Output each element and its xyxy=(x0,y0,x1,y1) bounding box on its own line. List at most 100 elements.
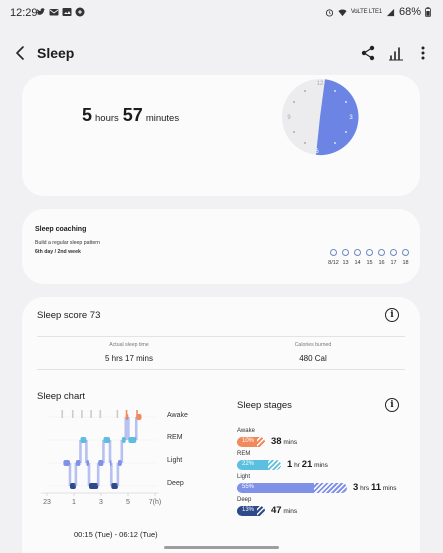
clock-tick xyxy=(293,131,295,133)
chart-awake-tick xyxy=(99,410,102,418)
sleep-stages-title: Sleep stages xyxy=(237,400,292,411)
chart-stage-segment xyxy=(111,483,118,489)
stage-duration: 1 hr 21 mins xyxy=(287,459,328,470)
stage-unit-primary: hr xyxy=(294,462,300,469)
sleep-stage-row[interactable]: REM 22% 1 hr 21 mins xyxy=(237,451,407,470)
chart-x-tick-label: 7(h) xyxy=(149,499,161,506)
actual-sleep-metric: Actual sleep time 5 hrs 17 mins xyxy=(37,342,221,363)
clock-tick xyxy=(304,90,306,92)
stage-bar: 10% xyxy=(237,436,265,447)
chart-awake-tick xyxy=(125,410,128,418)
stats-icon[interactable] xyxy=(388,44,404,62)
chart-awake-tick xyxy=(136,410,138,418)
page-title: Sleep xyxy=(37,45,75,61)
calories-value: 480 Cal xyxy=(299,354,327,363)
home-indicator[interactable] xyxy=(164,546,279,549)
battery-icon xyxy=(425,7,431,17)
stage-value-primary: 47 xyxy=(271,505,282,516)
clock-tick xyxy=(345,131,347,133)
stage-value-primary: 1 xyxy=(287,459,293,470)
chart-awake-tick xyxy=(90,410,92,418)
sleep-stage-row[interactable]: Awake 10% 38 mins xyxy=(237,428,407,447)
clock-label-6: 6 xyxy=(315,149,319,155)
stage-percent: 22% xyxy=(242,461,255,467)
calories-label: Calories burned xyxy=(294,342,332,348)
stage-value-primary: 38 xyxy=(271,436,282,447)
clock-tick xyxy=(304,142,306,144)
chart-stage-segment xyxy=(98,460,104,466)
stage-percent: 10% xyxy=(242,438,255,444)
app-bar: Sleep xyxy=(0,38,443,68)
actual-sleep-label: Actual sleep time xyxy=(109,342,149,348)
share-icon[interactable] xyxy=(360,44,376,62)
coaching-day-dot xyxy=(402,249,409,256)
coaching-day-label: 16 xyxy=(378,260,385,266)
stage-name: Light xyxy=(237,474,251,480)
coaching-title: Sleep coaching xyxy=(35,226,87,233)
coaching-day: 14 xyxy=(352,249,363,266)
sleep-time-range: 00:15 (Tue) - 06:12 (Tue) xyxy=(74,530,158,539)
sleep-duration: 5 hours 57 minutes xyxy=(82,105,183,126)
stage-bar: 13% xyxy=(237,505,265,516)
clock-ticks xyxy=(293,90,347,144)
coaching-day: 15 xyxy=(364,249,375,266)
sleep-chart-title: Sleep chart xyxy=(37,391,86,402)
sleep-clock: 12 3 6 9 xyxy=(282,79,359,156)
coaching-day-label: 8/12 xyxy=(328,260,339,266)
sleep-score: Sleep score 73 xyxy=(37,310,101,321)
stage-percent: 55% xyxy=(242,484,255,490)
chart-stage-segment xyxy=(89,483,99,489)
sleep-stage-row[interactable]: Deep 13% 47 mins xyxy=(237,497,407,516)
clock-label-12: 12 xyxy=(317,81,324,87)
signal-icon xyxy=(386,8,395,16)
status-right: VoLTE LTE1 68% xyxy=(325,6,431,18)
battery-text: 68% xyxy=(398,6,421,18)
twitter-icon xyxy=(37,8,45,15)
stage-bar: 55% xyxy=(237,482,347,493)
chart-label-rem: REM xyxy=(167,434,183,441)
stage-percent: 13% xyxy=(242,507,255,513)
back-arrow-icon[interactable] xyxy=(12,44,30,62)
coaching-day: 18 xyxy=(400,249,411,266)
sleep-chart: 23 1 3 5 7(h) xyxy=(41,410,161,506)
stage-name: REM xyxy=(237,451,251,457)
sleep-coaching-card[interactable]: Sleep coaching Build a regular sleep pat… xyxy=(22,209,420,284)
clock-sleep-arc xyxy=(316,79,359,156)
clock-label-9: 9 xyxy=(287,115,291,121)
duration-minutes-unit: minutes xyxy=(145,113,180,124)
stage-unit-primary: mins xyxy=(283,439,298,446)
coaching-day-label: 17 xyxy=(390,260,397,266)
stage-unit-primary: mins xyxy=(283,508,298,515)
coaching-day: 8/12 xyxy=(328,249,339,266)
stage-name: Deep xyxy=(237,497,252,503)
stage-duration: 38 mins xyxy=(271,436,297,447)
duration-hours-unit: hours xyxy=(95,113,119,124)
sleep-stage-row[interactable]: Light 55% 3 hrs 11 mins xyxy=(237,474,407,493)
stages-info-icon[interactable]: i xyxy=(385,398,399,412)
stage-value-secondary: 21 xyxy=(301,459,313,470)
coaching-day-label: 15 xyxy=(366,260,373,266)
coaching-day-dot xyxy=(342,249,349,256)
more-icon[interactable] xyxy=(415,44,431,62)
coaching-subtitle: Build a regular sleep pattern xyxy=(35,240,100,246)
coaching-day: 13 xyxy=(340,249,351,266)
stage-value-primary: 3 xyxy=(353,482,359,493)
chart-x-tick-label: 5 xyxy=(126,499,130,506)
clock-tick xyxy=(334,90,336,92)
coaching-day-dot xyxy=(390,249,397,256)
chart-awake-tick xyxy=(116,410,119,418)
duration-minutes: 57 xyxy=(122,105,143,125)
status-bar: 12:29 VoLTE LTE1 68% xyxy=(0,0,443,26)
chart-awake-tick xyxy=(61,410,64,418)
chart-stage-segment xyxy=(80,437,87,443)
network-label: VoLTE LTE1 xyxy=(350,9,382,15)
stage-bar: 22% xyxy=(237,459,281,470)
coaching-progress: 6th day / 2nd week xyxy=(35,249,81,255)
coaching-days: 8/12 13 14 15 16 17 18 xyxy=(328,249,411,266)
coaching-day-label: 13 xyxy=(342,260,349,266)
chart-awake-tick xyxy=(81,410,83,418)
sleep-metrics: Actual sleep time 5 hrs 17 mins Calories… xyxy=(37,336,405,370)
sleep-duration-card[interactable]: 5 hours 57 minutes 12 3 6 9 xyxy=(22,75,420,196)
stage-duration: 3 hrs 11 mins xyxy=(353,482,397,493)
score-info-icon[interactable]: i xyxy=(385,308,399,322)
